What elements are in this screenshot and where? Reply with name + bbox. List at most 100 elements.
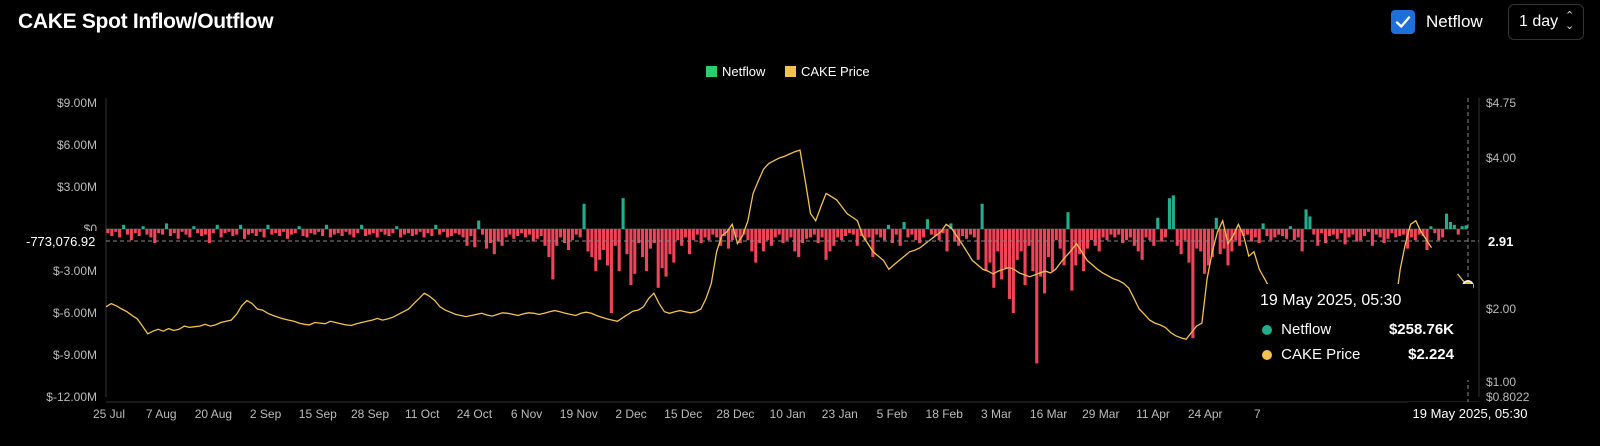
netflow-bar [1257, 229, 1261, 243]
netflow-bar [750, 229, 754, 252]
netflow-bar [531, 229, 535, 242]
netflow-bar [843, 229, 848, 236]
netflow-bar [153, 229, 157, 243]
netflow-bar [145, 229, 149, 235]
netflow-bar [535, 229, 539, 239]
netflow-bar [1261, 223, 1265, 229]
netflow-bar [1398, 229, 1402, 236]
netflow-bar [453, 229, 457, 234]
netflow-bar [890, 229, 894, 243]
netflow-bar [590, 229, 594, 257]
right-tick-label: $2.00 [1486, 302, 1516, 316]
netflow-bar [1359, 229, 1363, 241]
netflow-bar [765, 229, 770, 241]
netflow-bar [1464, 225, 1468, 229]
netflow-bar [1284, 229, 1289, 239]
netflow-bar [1300, 229, 1304, 252]
netflow-bar [1093, 229, 1097, 246]
netflow-bar [1288, 226, 1292, 229]
netflow-bar [1179, 229, 1183, 255]
netflow-bar [254, 229, 258, 236]
netflow-bar [141, 226, 145, 229]
netflow-toggle-label[interactable]: Netflow [1426, 12, 1483, 31]
netflow-bar [894, 229, 898, 235]
netflow-bar [929, 229, 933, 235]
netflow-bar [391, 229, 395, 234]
netflow-bar [687, 229, 691, 255]
netflow-bar [664, 229, 668, 277]
netflow-bar [1062, 229, 1066, 266]
netflow-checkbox[interactable] [1391, 10, 1415, 34]
netflow-bar [168, 229, 172, 236]
netflow-bar [840, 229, 844, 241]
x-tick-label: 11 Oct [405, 407, 440, 421]
netflow-bar [1163, 229, 1168, 238]
netflow-bar [777, 229, 781, 235]
netflow-bar [836, 229, 840, 238]
netflow-bar [118, 229, 122, 238]
netflow-bar [1113, 229, 1117, 238]
netflow-bar [781, 229, 785, 243]
netflow-bar [317, 229, 321, 232]
price-dot-icon [1262, 350, 1272, 360]
crosshair-left-label-bg [18, 231, 104, 251]
netflow-bar [793, 229, 797, 252]
netflow-bar [925, 219, 930, 229]
netflow-bar [1265, 229, 1269, 236]
netflow-bar [282, 229, 286, 232]
crosshair-right-label: 2.91 [1488, 234, 1513, 249]
netflow-bar [395, 226, 399, 229]
netflow-bar [1405, 229, 1410, 249]
netflow-bar [1214, 217, 1218, 229]
netflow-bar [328, 229, 332, 238]
x-tick-label: 24 Apr [1188, 407, 1223, 421]
netflow-bar [957, 229, 961, 246]
netflow-bar [910, 229, 914, 235]
netflow-bar [898, 229, 902, 246]
netflow-bar [430, 229, 434, 236]
netflow-bar [262, 229, 266, 238]
netflow-bar [340, 229, 344, 236]
netflow-bar [1370, 229, 1374, 246]
netflow-bar [176, 229, 180, 239]
netflow-bar [492, 229, 496, 255]
netflow-bar [1402, 229, 1406, 235]
netflow-bar [699, 229, 703, 243]
interval-select[interactable]: 1 day ⌃ ⌄ [1508, 4, 1584, 40]
netflow-bar [1316, 229, 1320, 246]
netflow-bar [227, 229, 231, 232]
netflow-bar [1433, 229, 1437, 234]
netflow-bar [192, 226, 196, 229]
netflow-dot-icon [1262, 325, 1272, 335]
netflow-bar [1050, 229, 1054, 271]
netflow-bar [1312, 229, 1316, 235]
netflow-bar [1245, 229, 1250, 235]
netflow-bar [1378, 229, 1382, 238]
netflow-bar [1140, 229, 1144, 260]
netflow-bar [258, 229, 262, 232]
netflow-bar [1148, 229, 1152, 241]
netflow-bar [184, 229, 188, 235]
netflow-bar [161, 229, 165, 235]
netflow-bar [797, 229, 801, 257]
netflow-bar [1394, 229, 1398, 238]
netflow-bar [683, 229, 688, 238]
netflow-bar [461, 229, 465, 238]
left-tick-label: $-12.00M [46, 390, 97, 404]
netflow-bar [789, 229, 793, 238]
netflow-bar [695, 229, 699, 235]
netflow-bar [629, 229, 633, 285]
x-tick-label: 6 Nov [511, 407, 542, 421]
netflow-bar [578, 229, 582, 238]
netflow-bar [1031, 229, 1035, 271]
netflow-bar [902, 222, 906, 229]
netflow-bar [953, 229, 957, 242]
netflow-bar [1460, 226, 1464, 229]
netflow-bar [582, 203, 586, 229]
netflow-bar [324, 224, 329, 229]
netflow-bar [1281, 229, 1285, 236]
netflow-bar [1175, 229, 1179, 246]
netflow-bar [1156, 217, 1160, 229]
netflow-bar [1206, 229, 1211, 266]
